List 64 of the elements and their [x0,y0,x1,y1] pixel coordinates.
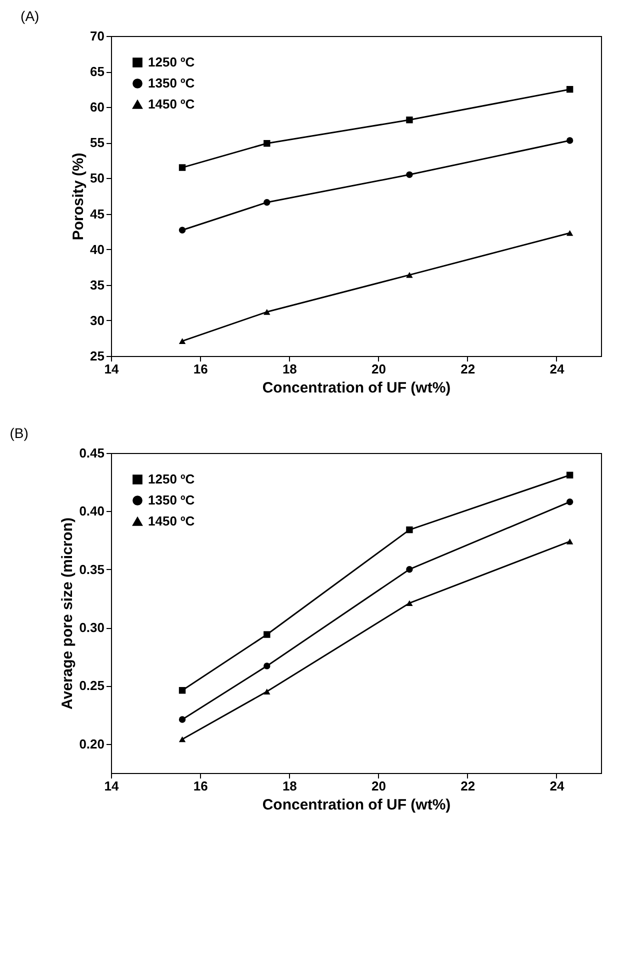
point [178,164,186,171]
y-tick-label: 45 [90,206,104,222]
y-tick-label: 50 [90,170,104,186]
chart-title: (B) [10,425,28,441]
x-tick-label: 24 [550,362,565,376]
x-tick-label: 20 [372,778,386,794]
point [566,498,574,506]
point [566,472,574,478]
y-tick-label: 70 [90,28,104,44]
point [406,526,413,534]
legend-label: 1350 ºC [148,492,196,508]
legend-label: 1250 ºC [148,472,196,486]
point [406,116,413,124]
point [406,171,413,178]
point [406,600,413,606]
x-tick-label: 22 [460,362,476,376]
y-axis-title: Porosity (%) [70,152,88,240]
point [178,736,186,742]
x-tick-label: 14 [104,778,120,794]
y-tick-label: 65 [90,64,104,80]
point [566,86,574,93]
y-tick-label: 0.45 [79,446,104,460]
point [406,566,413,573]
point [264,309,270,315]
point [406,272,413,278]
point [178,226,186,234]
x-tick-label: 18 [282,362,297,376]
x-tick-label: 16 [193,362,208,376]
x-tick-label: 24 [550,778,565,794]
x-tick-label: 14 [104,362,120,376]
point [178,687,186,694]
chart-title: (A) [20,8,40,24]
y-tick-label: 0.25 [79,678,104,694]
legend-label: 1350 ºC [148,76,196,90]
y-tick-label: 25 [90,348,104,364]
point [264,631,270,638]
y-tick-label: 60 [90,100,104,115]
y-tick-label: 0.35 [79,562,104,577]
point [566,137,574,144]
x-tick-label: 16 [193,778,208,794]
point [264,662,270,670]
x-tick-label: 20 [372,362,386,376]
y-axis-title: Average pore size (micron) [59,517,76,710]
y-tick-label: 40 [90,242,104,257]
legend-label: 1450 ºC [148,96,196,112]
y-tick-label: 0.40 [79,504,104,519]
point [264,140,270,147]
point [566,230,574,236]
y-tick-label: 0.30 [79,620,104,636]
legend-label: 1250 ºC [148,54,196,70]
point [566,538,574,544]
y-tick-label: 0.20 [79,736,104,752]
point [264,688,270,694]
x-axis-title: Concentration of UF (wt%) [262,380,451,396]
point [178,338,186,344]
legend-label: 1450 ºC [148,514,196,528]
x-tick-label: 22 [460,778,476,794]
point [264,199,270,206]
y-tick-label: 35 [90,277,104,292]
x-tick-label: 18 [282,778,297,794]
x-axis-title: Concentration of UF (wt%) [262,796,451,814]
y-tick-label: 30 [90,312,104,328]
point [178,716,186,723]
y-tick-label: 55 [90,135,104,150]
